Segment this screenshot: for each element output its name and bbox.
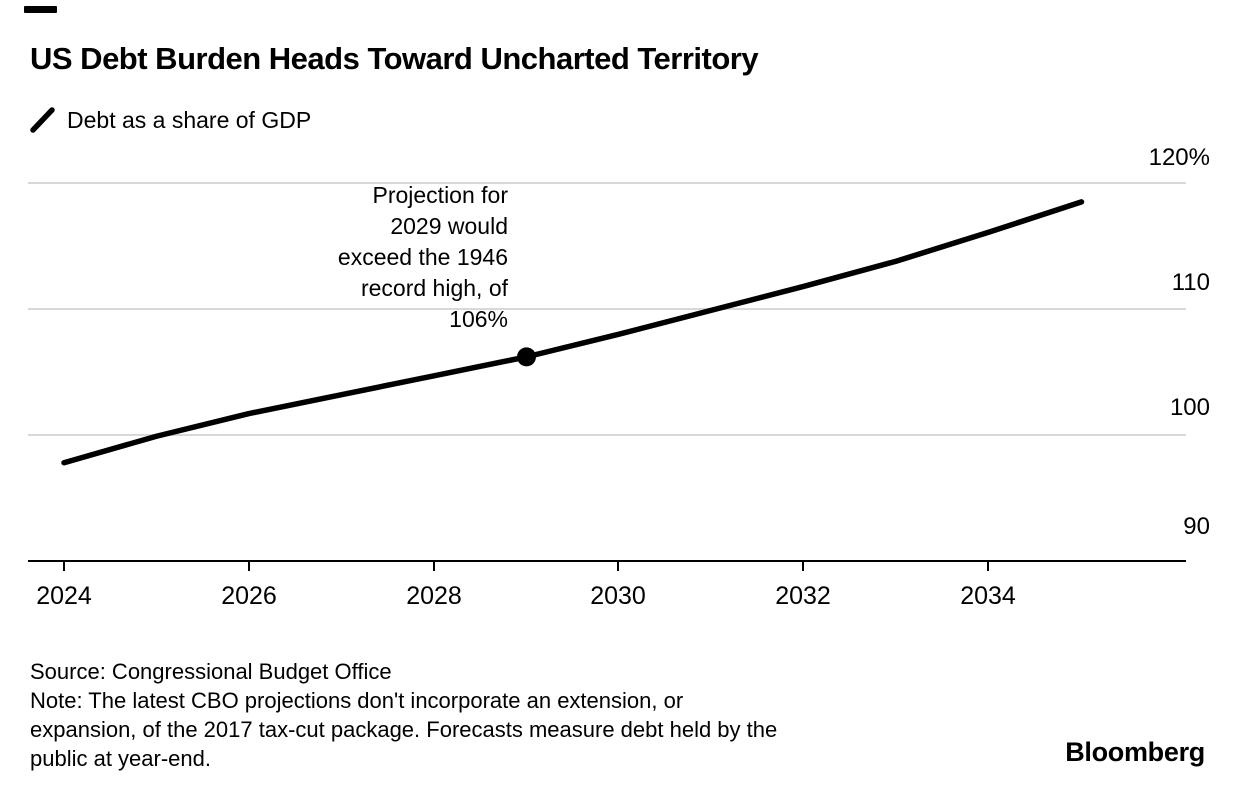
x-axis-label-2034: 2034 [960,582,1016,610]
y-axis-label-90: 90 [1183,513,1210,540]
gridline-100 [28,434,1186,436]
legend-label: Debt as a share of GDP [67,106,312,133]
gridline-120 [28,182,1186,184]
axis-tick-2028 [433,562,435,571]
line-series-swatch-icon [30,107,55,133]
x-axis-label-2026: 2026 [221,582,277,610]
bloomberg-logo: Bloomberg [1065,737,1205,767]
data-point-marker [517,347,536,367]
bloomberg-key-tick [24,6,57,13]
axis-tick-2032 [802,562,804,571]
series-line [61,199,1085,466]
gridline-110 [28,308,1186,310]
y-axis-label-100: 100 [1169,394,1210,421]
y-axis-label-120: 120% [1148,144,1210,171]
x-axis-line [28,560,1186,562]
x-axis-label-2024: 2024 [36,582,92,610]
page-title: US Debt Burden Heads Toward Uncharted Te… [30,41,759,76]
axis-tick-2030 [617,562,619,571]
x-axis-label-2030: 2030 [590,582,646,610]
axis-tick-2024 [63,562,65,571]
x-axis-label-2032: 2032 [775,582,831,610]
axis-tick-2034 [987,562,989,571]
x-axis-label-2028: 2028 [406,582,462,610]
y-axis-label-110: 110 [1171,269,1210,296]
annotation-2029: Projection for 2029 would exceed the 194… [337,182,508,332]
source-line: Source: Congressional Budget Office [30,659,392,684]
axis-tick-2026 [248,562,250,571]
note-line: Note: The latest CBO projections don't i… [30,688,778,771]
legend: Debt as a share of GDP [30,103,311,137]
